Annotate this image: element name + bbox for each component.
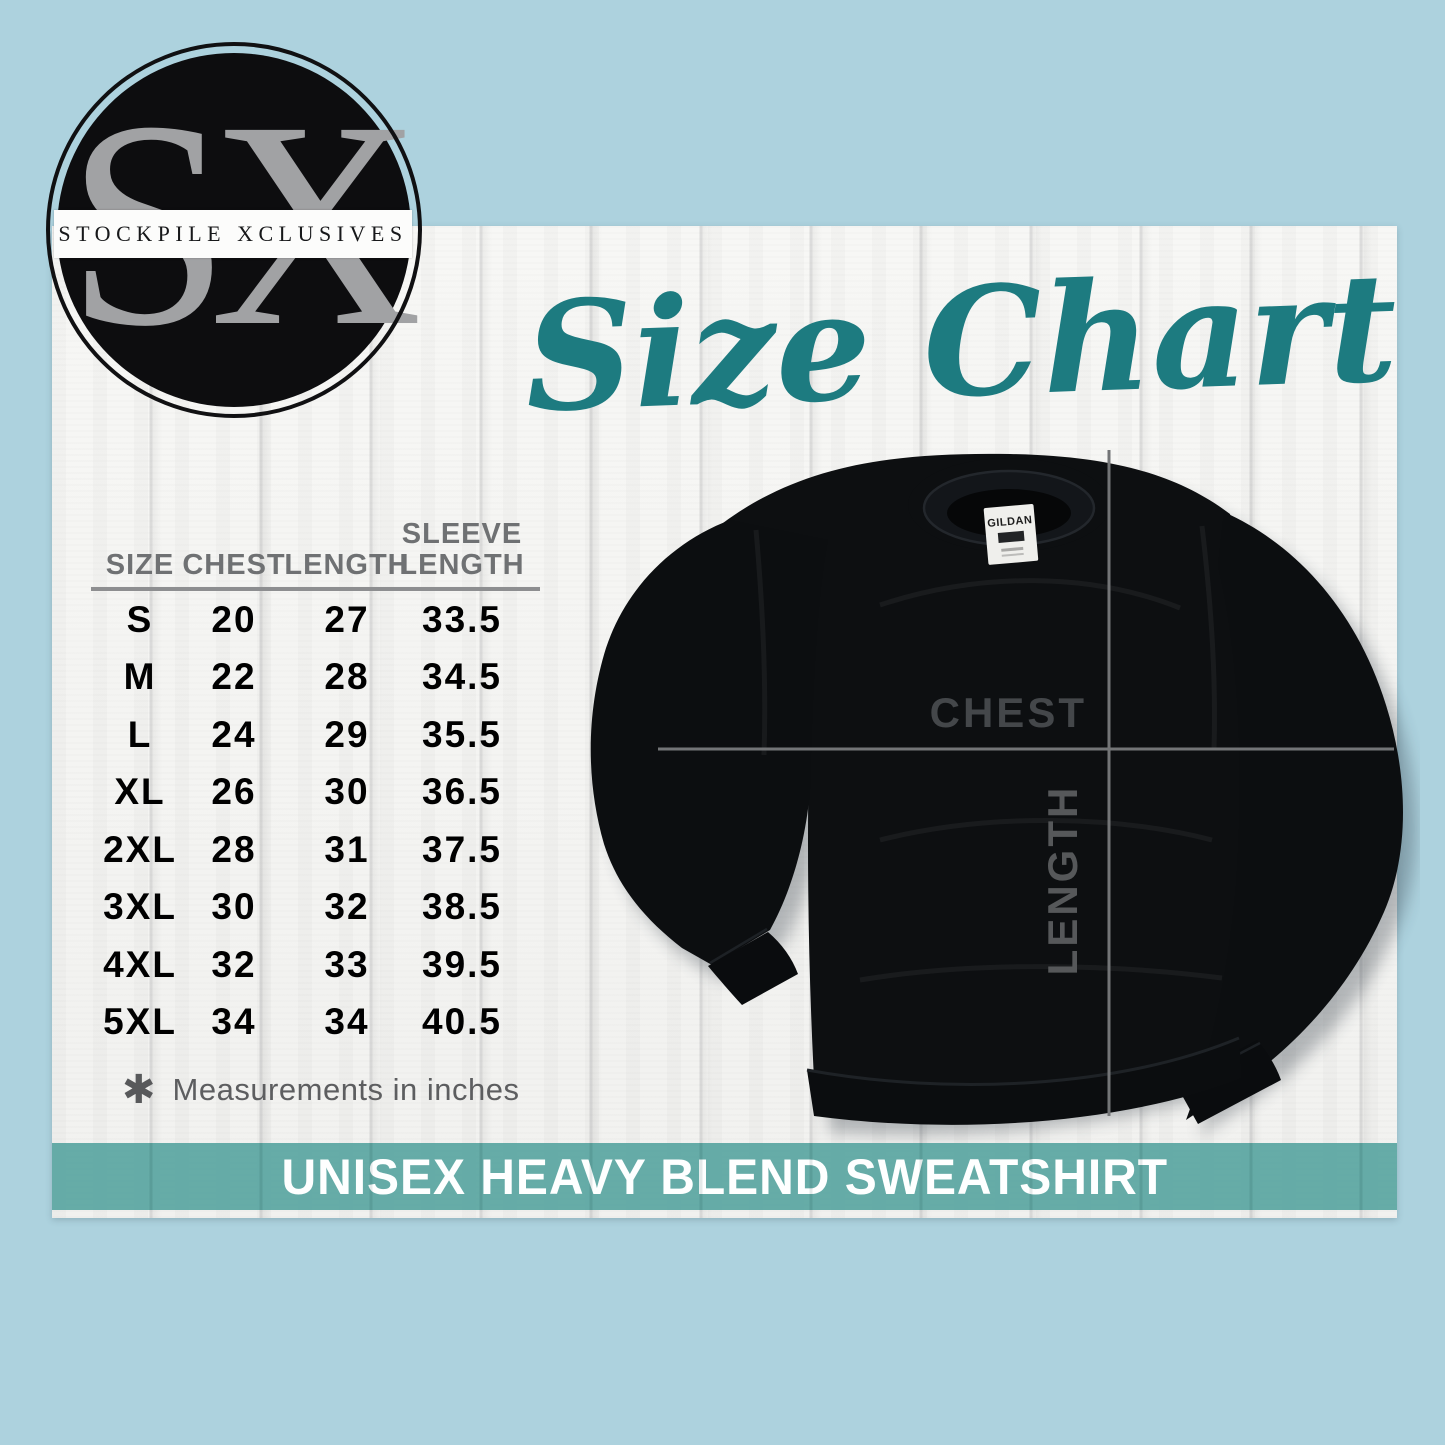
size-cell: S	[126, 598, 154, 640]
length-cell: 27	[324, 598, 370, 640]
column-header-sleeve-length: SLEEVE LENGTH	[384, 503, 540, 591]
sleeve-cell: 34.5	[422, 656, 503, 698]
product-name-banner: UNISEX HEAVY BLEND SWEATSHIRT	[52, 1143, 1397, 1210]
size-cell: 4XL	[103, 943, 177, 985]
length-cell: 31	[324, 828, 370, 870]
chest-cell: 26	[211, 771, 257, 813]
sleeve-cell: 35.5	[422, 713, 503, 755]
column-header-size: SIZE	[72, 503, 208, 591]
length-cell: 32	[324, 886, 370, 928]
sleeve-cell: 40.5	[422, 1001, 503, 1043]
length-diagram-label: LENGTH	[1039, 785, 1086, 976]
brand-name-label: STOCKPILE XCLUSIVES	[58, 221, 408, 246]
chest-cell: 30	[211, 886, 257, 928]
size-cell: L	[127, 713, 153, 755]
neck-tag: GILDAN	[983, 504, 1039, 565]
column-header-length: LENGTH	[260, 503, 434, 591]
column-header-chest: CHEST	[167, 503, 301, 591]
chest-cell: 20	[211, 598, 257, 640]
sleeve-cell: 39.5	[422, 943, 503, 985]
garment: GILDAN	[590, 453, 1403, 1125]
sweatshirt-photo: GILDAN CHEST LENGTH	[590, 450, 1416, 1136]
size-cell: 5XL	[103, 1001, 177, 1043]
sleeve-cell: 37.5	[422, 828, 503, 870]
logo-ring	[46, 42, 422, 418]
chest-cell: 28	[211, 828, 257, 870]
length-cell: 34	[324, 1001, 370, 1043]
length-cell: 33	[324, 943, 370, 985]
page-title: Size Chart	[522, 239, 1400, 447]
neck-tag-brand: GILDAN	[987, 514, 1033, 530]
size-cell: 2XL	[103, 828, 177, 870]
size-table: SIZE CHEST LENGTH SLEEVE LENGTH S 20 27 …	[72, 503, 540, 1051]
chest-cell: 24	[211, 713, 257, 755]
size-cell: M	[123, 656, 157, 698]
measurements-footnote: ✱ Measurements in inches	[122, 1070, 520, 1110]
asterisk-icon: ✱	[122, 1068, 156, 1112]
size-cell: 3XL	[103, 886, 177, 928]
length-cell: 28	[324, 656, 370, 698]
measurement-lines	[658, 450, 1394, 1116]
chest-diagram-label: CHEST	[930, 689, 1087, 736]
length-cell: 29	[324, 713, 370, 755]
sleeve-cell: 38.5	[422, 886, 503, 928]
chest-cell: 34	[211, 1001, 257, 1043]
brand-name-band: STOCKPILE XCLUSIVES	[54, 210, 412, 258]
sleeve-cell: 33.5	[422, 598, 503, 640]
size-cell: XL	[114, 771, 166, 813]
footnote-text: Measurements in inches	[172, 1072, 520, 1107]
sleeve-cell: 36.5	[422, 771, 503, 813]
product-name-label: UNISEX HEAVY BLEND SWEATSHIRT	[281, 1148, 1168, 1205]
length-cell: 30	[324, 771, 370, 813]
chest-cell: 22	[211, 656, 257, 698]
chest-cell: 32	[211, 943, 257, 985]
